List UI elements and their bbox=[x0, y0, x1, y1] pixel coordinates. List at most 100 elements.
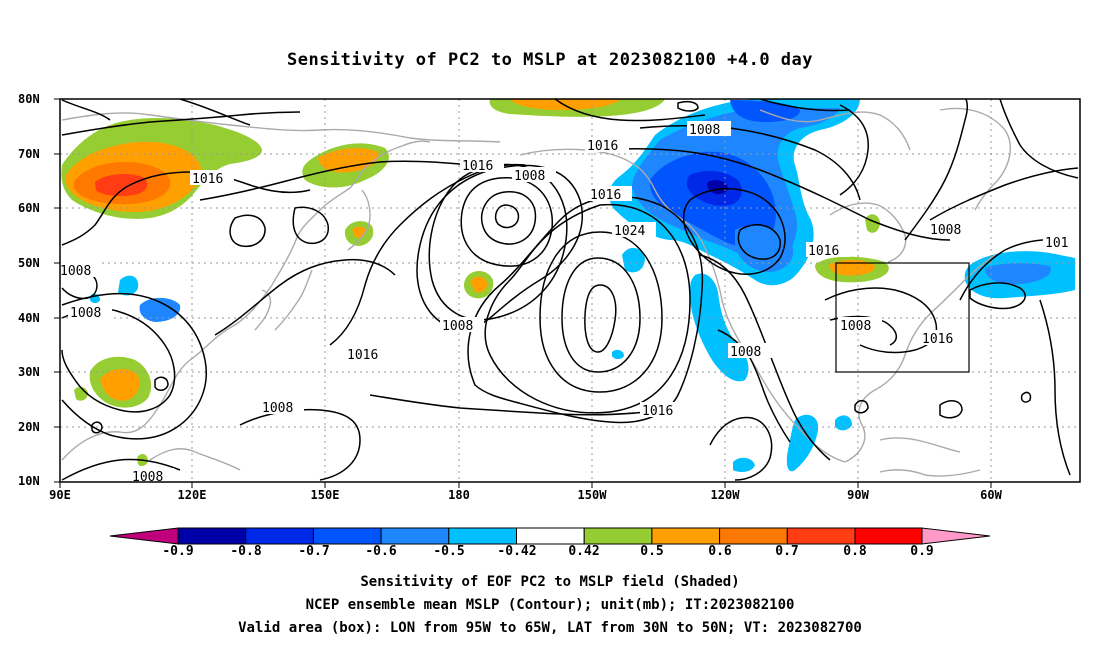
contour-canada-low-1 bbox=[737, 224, 781, 260]
contour-1016-canada bbox=[599, 147, 951, 241]
lat-label-10n: 10N bbox=[18, 474, 40, 488]
contour-asia-small-1 bbox=[91, 421, 103, 434]
lon-label-120w: 120W bbox=[710, 488, 740, 502]
mslp-contours bbox=[61, 99, 1079, 481]
contour-1016-north bbox=[199, 160, 471, 201]
coastline-korea bbox=[254, 289, 272, 331]
contour-label-6: 1008 bbox=[689, 123, 720, 138]
contour-label-18: 1008 bbox=[132, 470, 163, 485]
colorbar-label-4: -0.6 bbox=[365, 544, 397, 559]
lon-label-150e: 150E bbox=[310, 488, 340, 502]
contour-high-ring-2 bbox=[561, 257, 641, 373]
contour-label-bg-12 bbox=[260, 399, 304, 414]
negative-anomaly-mexico-2 bbox=[733, 457, 755, 473]
contour-atlantic-3 bbox=[999, 99, 1079, 179]
contour-low-aleutian-2 bbox=[481, 191, 537, 245]
contour-label-bg-16 bbox=[920, 330, 964, 345]
contour-asia-mid bbox=[229, 214, 266, 248]
shading-layer bbox=[61, 99, 1075, 473]
contour-label-17: 1008 bbox=[930, 223, 961, 238]
positive-anomaly-great-lakes-core bbox=[829, 259, 875, 276]
positive-anomaly-china-w bbox=[74, 386, 88, 401]
colorbar-cell-0 bbox=[109, 527, 179, 545]
contour-label-bg-15 bbox=[838, 317, 882, 332]
contour-label-bg-18 bbox=[130, 468, 174, 482]
colorbar-cell-3 bbox=[312, 527, 382, 545]
contour-asia-small-3 bbox=[61, 99, 111, 121]
coastline-asia bbox=[61, 140, 431, 461]
colorbar-label-7: 0.42 bbox=[568, 544, 600, 559]
lon-label-60w: 60W bbox=[980, 488, 1002, 502]
contour-label-1: 1016 bbox=[192, 172, 223, 187]
contour-label-10: 1016 bbox=[590, 188, 621, 203]
positive-anomaly-arctic-ne-core bbox=[318, 148, 379, 173]
contour-canada-low-2 bbox=[682, 188, 786, 275]
negative-anomaly-china-1 bbox=[118, 275, 139, 296]
colorbar-cell-7 bbox=[583, 527, 653, 545]
contour-arctic-top bbox=[179, 99, 251, 126]
colorbar-label-3: -0.7 bbox=[298, 544, 330, 559]
positive-anomaly-aleutian-core bbox=[470, 276, 488, 293]
contour-label-12: 1008 bbox=[262, 401, 293, 416]
contour-high-ring-4 bbox=[484, 203, 691, 414]
positive-anomaly-siberia-max bbox=[95, 174, 148, 197]
contour-asia-1016 bbox=[214, 258, 396, 336]
contour-label-11: 1008 bbox=[70, 306, 101, 321]
negative-anomaly-atlantic-core bbox=[985, 263, 1051, 285]
contour-1008-westcoast bbox=[717, 329, 791, 443]
contour-atlantic-4 bbox=[1039, 299, 1071, 476]
contour-hudson bbox=[759, 99, 851, 112]
coastline-south-america bbox=[879, 469, 981, 477]
contour-tropics-wave bbox=[369, 394, 676, 416]
colorbar bbox=[109, 527, 991, 545]
colorbar-label-2: -0.8 bbox=[230, 544, 262, 559]
contour-1016-asia-north bbox=[61, 111, 301, 136]
lat-label-80n: 80N bbox=[18, 92, 40, 106]
contour-label-3: 1016 bbox=[462, 159, 493, 174]
contour-arctic-wave bbox=[554, 99, 706, 122]
coastline-japan bbox=[274, 269, 313, 331]
caption-valid-area: Valid area (box): LON from 95W to 65W, L… bbox=[238, 620, 862, 636]
colorbar-cell-6 bbox=[516, 527, 585, 545]
lat-label-50n: 50N bbox=[18, 256, 40, 270]
contour-label-20: 1016 bbox=[808, 244, 839, 259]
colorbar-cell-2 bbox=[245, 527, 314, 545]
contour-labels: 1016 1008 1016 1008 1016 1008 1024 1008 … bbox=[60, 121, 1077, 485]
map-title: Sensitivity of PC2 to MSLP at 2023082100… bbox=[286, 50, 813, 70]
contour-label-bg-4 bbox=[512, 167, 556, 182]
contour-carib-2 bbox=[1020, 391, 1032, 403]
contour-label-bg-8 bbox=[440, 317, 484, 332]
contour-1008-bottom bbox=[61, 458, 181, 481]
contour-label-2: 1008 bbox=[60, 264, 91, 279]
colorbar-label-8: 0.5 bbox=[640, 544, 664, 559]
contour-label-bg-13 bbox=[640, 402, 684, 417]
colorbar-cell-11 bbox=[854, 527, 923, 545]
contour-label-19: 101 bbox=[1045, 236, 1068, 251]
lat-label-60n: 60N bbox=[18, 201, 40, 215]
contour-asia-mid-2 bbox=[292, 206, 329, 245]
colorbar-cell-12 bbox=[921, 527, 991, 545]
valid-area-box bbox=[835, 262, 970, 373]
negative-anomaly-pacific-2 bbox=[612, 349, 624, 359]
positive-anomaly-arctic-core bbox=[510, 99, 620, 110]
contour-atlantic-2 bbox=[929, 167, 1079, 221]
contour-label-5: 1016 bbox=[587, 139, 618, 154]
contour-carib-1 bbox=[939, 400, 963, 419]
contour-1008-ring bbox=[416, 164, 583, 330]
coastline-kamchatka bbox=[347, 189, 371, 251]
lat-label-20n: 20N bbox=[18, 420, 40, 434]
contour-label-bg-9 bbox=[345, 346, 389, 361]
contour-1008-canada bbox=[639, 125, 861, 201]
lat-label-70n: 70N bbox=[18, 147, 40, 161]
coastline-siberia-north bbox=[61, 112, 501, 143]
contour-high-ne-arctic bbox=[839, 104, 869, 196]
colorbar-label-9: 0.6 bbox=[708, 544, 732, 559]
coastline-hudson bbox=[829, 202, 907, 263]
contour-label-8: 1008 bbox=[442, 319, 473, 334]
negative-anomaly-china-2 bbox=[139, 297, 181, 322]
contour-carib-3 bbox=[854, 400, 869, 414]
contour-label-bg-2 bbox=[60, 262, 100, 277]
caption-contour: NCEP ensemble mean MSLP (Contour); unit(… bbox=[305, 597, 795, 613]
contour-arctic-low bbox=[677, 100, 699, 112]
